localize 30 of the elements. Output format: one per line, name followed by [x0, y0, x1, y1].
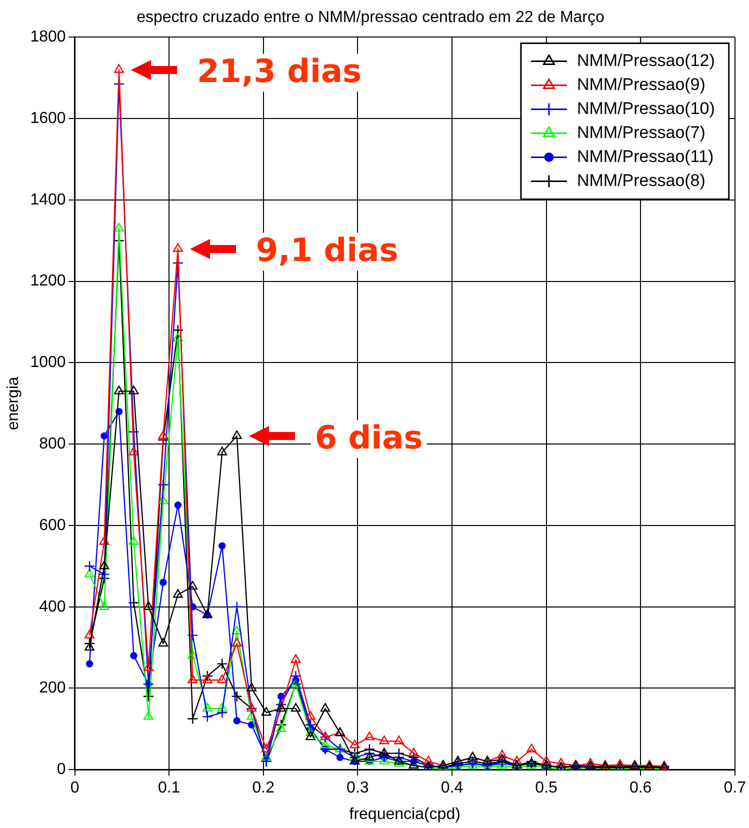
y-tick-label: 400	[39, 598, 66, 616]
y-tick-label: 1200	[30, 272, 66, 290]
legend-label: NMM/Pressao(8)	[576, 170, 706, 190]
y-tick-label: 0	[56, 761, 66, 778]
annotation: 21,3 dias	[196, 52, 362, 90]
legend-label: NMM/Pressao(9)	[576, 74, 706, 94]
x-tick-label: 0.3	[346, 780, 369, 797]
x-tick-label: 0.6	[629, 780, 652, 797]
y-tick-label: 1600	[30, 110, 66, 127]
x-tick-label: 0.4	[440, 780, 464, 797]
y-tick-label: 1400	[30, 191, 66, 208]
y-tick-label: 1800	[30, 28, 66, 46]
x-tick-label: 0	[70, 780, 80, 797]
x-tick-label: 0.5	[535, 780, 558, 797]
x-tick-label: 0.2	[252, 780, 275, 797]
y-tick-label: 800	[39, 435, 66, 452]
legend-label: NMM/Pressao(10)	[576, 98, 715, 118]
x-tick-label: 0.1	[158, 780, 180, 797]
legend-label: NMM/Pressao(11)	[576, 146, 714, 166]
annotation: 6 dias	[314, 418, 423, 456]
annotation: 9,1 dias	[256, 231, 398, 270]
chart-title: espectro cruzado entre o NMM/pressao centrado em 22 de Março	[136, 9, 604, 26]
legend-label: NMM/Pressao(7)	[576, 122, 706, 142]
legend-label: NMM/Pressao(12)	[576, 50, 715, 70]
x-tick-label: 0.7	[724, 780, 746, 797]
x-axis-title: frequencia(cpd)	[349, 806, 460, 823]
y-tick-label: 1000	[30, 354, 66, 372]
y-axis-title: energia	[5, 376, 22, 430]
y-tick-label: 200	[39, 680, 66, 697]
y-tick-label: 600	[39, 516, 66, 534]
